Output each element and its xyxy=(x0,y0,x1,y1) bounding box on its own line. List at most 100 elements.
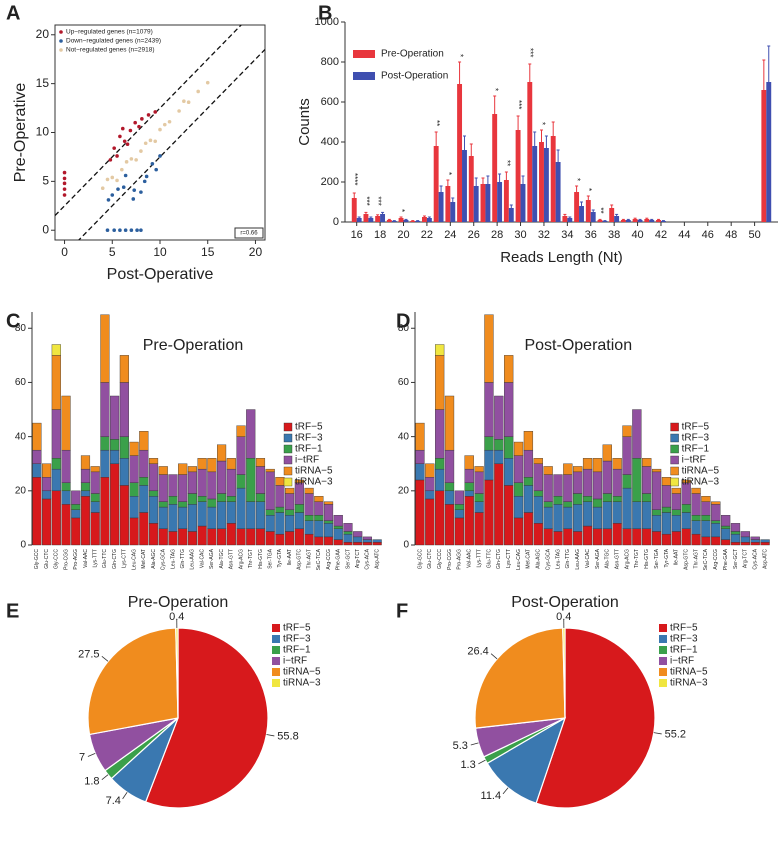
x-tick-label: Glu-CTC xyxy=(427,549,433,569)
bar-segment xyxy=(435,355,445,410)
bar-segment xyxy=(671,509,681,516)
x-tick-label: His-GTG xyxy=(644,549,650,569)
bar-segment xyxy=(42,477,52,492)
x-tick-label: Ala-TGC xyxy=(219,549,225,569)
bar-segment xyxy=(71,504,81,510)
bar xyxy=(426,218,432,222)
y-tick-label: 600 xyxy=(321,96,339,108)
bar-segment xyxy=(80,482,91,492)
y-tick-label: 20 xyxy=(398,485,410,496)
legend-label: tRF−1 xyxy=(670,645,698,656)
point xyxy=(123,228,128,233)
bar-segment xyxy=(100,449,110,478)
chart-title: Pre-Operation xyxy=(143,337,244,354)
y-axis-label: Pre-Operative xyxy=(12,83,29,183)
legend-label: tiRNA−5 xyxy=(295,466,333,477)
y-tick-label: 40 xyxy=(15,431,27,442)
x-tick-label: Lys-TTT xyxy=(93,549,99,567)
bar-segment xyxy=(681,504,691,513)
legend-label: i−tRF xyxy=(682,455,706,466)
bar-segment xyxy=(533,458,543,464)
bar-segment xyxy=(80,490,91,497)
bar-segment xyxy=(80,496,91,546)
bar-segment xyxy=(760,542,770,546)
point xyxy=(133,120,137,125)
legend-label: i−tRF xyxy=(295,455,319,466)
bar xyxy=(391,221,397,222)
x-tick-label: Ile-AAT xyxy=(287,549,293,565)
bar-segment xyxy=(553,504,563,532)
legend-label: i−tRF xyxy=(670,656,694,667)
bar xyxy=(450,202,456,222)
bar-segment xyxy=(158,474,168,502)
bar-segment xyxy=(119,485,129,546)
x-tick-label: Glu-TTC xyxy=(486,549,492,569)
bar-segment xyxy=(148,523,159,546)
bar-segment xyxy=(255,501,266,529)
x-tick-label: Gly-GCC xyxy=(34,549,40,570)
legend-swatch xyxy=(670,422,679,432)
x-tick-label: Arg-TCT xyxy=(355,549,361,568)
bar-segment xyxy=(474,512,484,546)
bar-segment xyxy=(314,514,324,521)
bar-segment xyxy=(207,506,217,529)
bar-segment xyxy=(323,536,334,546)
bar-segment xyxy=(691,493,701,516)
bar-segment xyxy=(362,539,372,543)
bar-segment xyxy=(129,482,139,497)
x-tick-label: Lys-CTT xyxy=(122,549,128,568)
y-tick-label: 20 xyxy=(36,27,50,41)
bar-segment xyxy=(90,501,100,513)
bar-segment xyxy=(197,525,207,546)
bar-segment xyxy=(504,355,514,383)
bar-segment xyxy=(711,523,721,538)
x-tick-label: Met-CAT xyxy=(141,549,147,569)
bar-segment xyxy=(573,493,583,505)
legend-swatch xyxy=(670,433,679,443)
leader-line xyxy=(101,656,109,662)
bar-segment xyxy=(691,533,701,546)
bar-segment xyxy=(236,436,246,475)
bar-segment xyxy=(730,533,741,543)
x-tick-label: Pro-CGG xyxy=(447,549,453,570)
x-tick-label: Val-AAC xyxy=(467,549,473,568)
point xyxy=(116,187,120,191)
bar-segment xyxy=(129,496,139,519)
bar-segment xyxy=(661,506,672,513)
bar-segment xyxy=(612,496,622,502)
y-tick-label: 5 xyxy=(42,174,49,188)
legend-swatch xyxy=(659,624,667,632)
slice-label: 0.4 xyxy=(169,611,184,623)
bar-segment xyxy=(711,536,721,546)
significance-label: * xyxy=(584,188,593,191)
bar-segment xyxy=(100,436,110,451)
bar-segment xyxy=(61,449,71,483)
x-tick-label: Asn-GTT xyxy=(229,549,235,569)
bar-segment xyxy=(42,498,52,546)
bar-segment xyxy=(51,490,61,546)
bar-segment xyxy=(602,460,612,494)
x-tick-label: Arg-TCT xyxy=(743,549,749,568)
bar-segment xyxy=(148,458,159,464)
bar-segment xyxy=(651,468,662,473)
point xyxy=(148,138,153,143)
bar xyxy=(368,218,374,222)
bar xyxy=(649,220,655,222)
bar-segment xyxy=(80,468,91,483)
bar xyxy=(403,220,409,222)
bar-segment xyxy=(71,490,81,505)
bar-segment xyxy=(701,514,711,521)
bar-segment xyxy=(285,514,295,532)
bar-segment xyxy=(168,496,178,505)
legend-swatch xyxy=(283,466,293,476)
bar xyxy=(473,186,479,222)
x-tick-label: Thr-AGT xyxy=(306,549,312,568)
bar-segment xyxy=(553,531,563,546)
bar-segment xyxy=(484,436,494,451)
bar-segment xyxy=(750,536,760,540)
bar-segment xyxy=(425,498,435,546)
bar-segment xyxy=(602,528,612,546)
legend-swatch xyxy=(659,635,667,643)
legend-swatch xyxy=(59,48,63,52)
bar xyxy=(351,198,357,222)
